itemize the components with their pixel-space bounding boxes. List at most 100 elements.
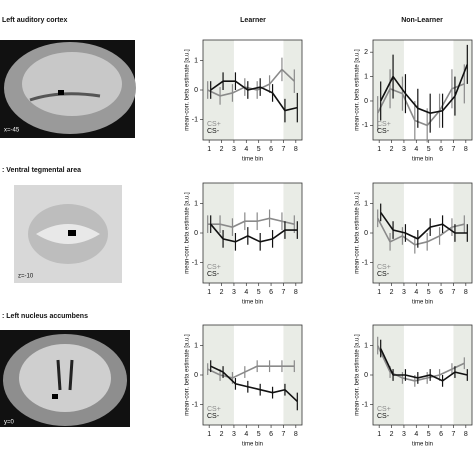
- x-tick-label: 4: [414, 146, 418, 153]
- x-tick-label: 5: [257, 146, 261, 153]
- y-tick-label: -1: [192, 116, 198, 123]
- x-tick-label: 7: [281, 289, 285, 296]
- x-tick-label: 2: [220, 431, 224, 438]
- slice-label: x=-45: [4, 128, 20, 134]
- panel-label: : Left nucleus accumbens: [2, 313, 88, 320]
- x-tick-label: 3: [232, 431, 236, 438]
- x-tick-label: 8: [464, 289, 468, 296]
- legend-entry: CS+: [377, 121, 391, 128]
- series-line: [210, 80, 298, 112]
- legend-entry: CS-: [377, 271, 390, 278]
- brain-sagittal: x=-45: [0, 40, 136, 138]
- x-tick-label: 6: [269, 431, 273, 438]
- shaded-span: [373, 183, 404, 283]
- x-tick-label: 8: [294, 289, 298, 296]
- x-tick-label: 7: [451, 146, 455, 153]
- x-tick-label: 5: [257, 289, 261, 296]
- x-axis-label: time bin: [412, 442, 433, 448]
- y-tick-label: 1: [194, 57, 198, 64]
- x-tick-label: 3: [232, 146, 236, 153]
- y-axis-label: mean-corr. beta estimate [a.u.]: [355, 49, 361, 131]
- y-tick-label: 0: [364, 372, 368, 379]
- plot-frame: [372, 39, 473, 141]
- y-axis-label: mean-corr. beta estimate [a.u.]: [185, 192, 191, 274]
- legend-entry: CS+: [207, 264, 221, 271]
- x-tick-label: 4: [414, 289, 418, 296]
- panel-label: Left auditory cortex: [2, 17, 67, 24]
- y-tick-label: 1: [194, 342, 198, 349]
- legend-entry: CS-: [377, 128, 390, 135]
- x-tick-label: 6: [269, 146, 273, 153]
- legend-entry: CS-: [207, 413, 220, 420]
- series-line: [380, 211, 468, 240]
- y-tick-label: 1: [364, 73, 368, 80]
- series-line: [376, 83, 465, 127]
- x-tick-label: 5: [257, 431, 261, 438]
- x-tick-label: 5: [427, 431, 431, 438]
- x-tick-label: 6: [439, 146, 443, 153]
- column-header: Learner: [240, 17, 266, 24]
- x-tick-label: 1: [207, 146, 211, 153]
- legend-entry: CS-: [207, 271, 220, 278]
- y-tick-label: -1: [192, 259, 198, 266]
- x-tick-label: 5: [427, 289, 431, 296]
- shaded-span: [453, 40, 472, 140]
- x-tick-label: 8: [464, 146, 468, 153]
- x-tick-label: 3: [402, 431, 406, 438]
- shaded-span: [283, 183, 302, 283]
- series-line: [210, 223, 298, 243]
- y-tick-label: -1: [192, 401, 198, 408]
- y-axis-label: mean-corr. beta estimate [a.u.]: [185, 49, 191, 131]
- x-tick-label: 7: [451, 431, 455, 438]
- legend-entry: CS+: [207, 121, 221, 128]
- x-tick-label: 3: [402, 289, 406, 296]
- legend-entry: CS+: [377, 406, 391, 413]
- series-line: [210, 365, 298, 403]
- y-tick-label: 0: [364, 230, 368, 237]
- x-tick-label: 6: [439, 289, 443, 296]
- y-tick-label: 1: [194, 200, 198, 207]
- y-tick-label: -1: [362, 122, 368, 129]
- x-tick-label: 7: [281, 146, 285, 153]
- shaded-span: [453, 325, 472, 425]
- x-tick-label: 4: [244, 146, 248, 153]
- brain-axial: z=-10: [14, 185, 122, 283]
- x-tick-label: 1: [207, 289, 211, 296]
- x-axis-label: time bin: [412, 300, 433, 306]
- x-tick-label: 1: [377, 146, 381, 153]
- x-tick-label: 7: [281, 431, 285, 438]
- x-tick-label: 2: [220, 146, 224, 153]
- panel-label: : Ventral tegmental area: [2, 167, 81, 174]
- y-tick-label: 1: [364, 342, 368, 349]
- x-tick-label: 5: [427, 146, 431, 153]
- y-tick-label: -1: [362, 401, 368, 408]
- column-header: Non-Learner: [401, 17, 443, 24]
- x-tick-label: 1: [377, 289, 381, 296]
- x-tick-label: 2: [390, 146, 394, 153]
- brain-coronal: y=0: [0, 330, 130, 427]
- x-tick-label: 4: [244, 289, 248, 296]
- x-tick-label: 3: [232, 289, 236, 296]
- shaded-span: [283, 40, 302, 140]
- y-tick-label: 2: [364, 49, 368, 56]
- y-tick-label: 0: [364, 98, 368, 105]
- y-axis-label: mean-corr. beta estimate [a.u.]: [355, 334, 361, 416]
- slice-label: y=0: [4, 420, 15, 426]
- legend-entry: CS+: [207, 406, 221, 413]
- x-tick-label: 8: [294, 431, 298, 438]
- x-tick-label: 4: [244, 431, 248, 438]
- x-tick-label: 2: [390, 431, 394, 438]
- x-tick-label: 6: [269, 289, 273, 296]
- y-tick-label: 0: [194, 230, 198, 237]
- legend-entry: CS-: [377, 413, 390, 420]
- x-axis-label: time bin: [242, 442, 263, 448]
- y-tick-label: 1: [364, 200, 368, 207]
- x-tick-label: 6: [439, 431, 443, 438]
- x-tick-label: 4: [414, 431, 418, 438]
- slice-label: z=-10: [18, 274, 34, 280]
- legend-entry: CS-: [207, 128, 220, 135]
- x-axis-label: time bin: [242, 300, 263, 306]
- x-tick-label: 8: [464, 431, 468, 438]
- series-line: [207, 365, 295, 379]
